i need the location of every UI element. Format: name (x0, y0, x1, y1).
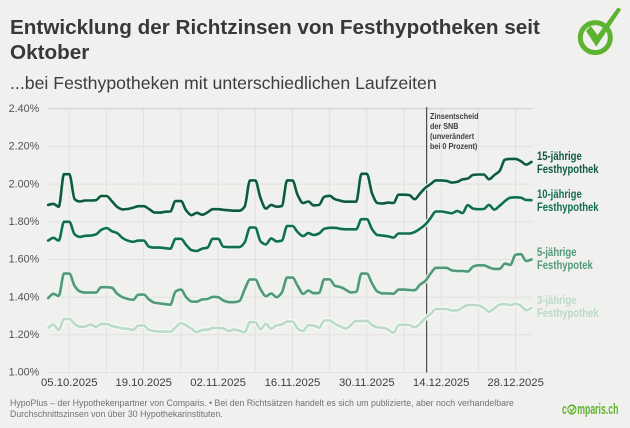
svg-text:2.40%: 2.40% (9, 103, 40, 115)
svg-text:28.12.2025: 28.12.2025 (487, 377, 544, 389)
svg-text:02.11.2025: 02.11.2025 (190, 377, 246, 389)
svg-text:19.10.2025: 19.10.2025 (115, 377, 172, 389)
svg-text:05.10.2025: 05.10.2025 (41, 377, 98, 389)
svg-text:1.80%: 1.80% (9, 216, 40, 228)
svg-text:1.40%: 1.40% (9, 291, 40, 303)
svg-text:1.60%: 1.60% (9, 254, 40, 266)
svg-text:2.20%: 2.20% (9, 141, 40, 153)
svg-text:1.20%: 1.20% (9, 329, 40, 341)
svg-text:2.00%: 2.00% (9, 178, 40, 190)
svg-text:30.11.2025: 30.11.2025 (339, 377, 395, 389)
svg-text:16.11.2025: 16.11.2025 (265, 377, 321, 389)
svg-text:14.12.2025: 14.12.2025 (413, 377, 470, 389)
svg-text:1.00%: 1.00% (9, 367, 40, 379)
